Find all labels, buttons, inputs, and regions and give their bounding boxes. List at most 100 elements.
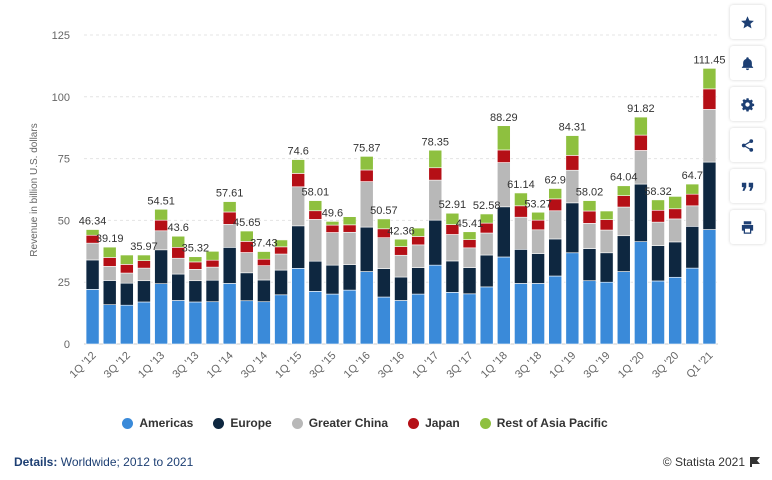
bar-segment-greater-china[interactable] — [411, 244, 425, 268]
bar-segment-greater-china[interactable] — [205, 266, 220, 281]
bar-segment-americas[interactable] — [565, 252, 580, 345]
bar-segment-rest-of-asia-pacific[interactable] — [651, 199, 665, 211]
bar-segment-rest-of-asia-pacific[interactable] — [582, 200, 597, 212]
bar-segment-americas[interactable] — [377, 296, 391, 345]
bar-segment-europe[interactable] — [171, 273, 186, 301]
bar-segment-europe[interactable] — [599, 252, 614, 283]
bar-segment-europe[interactable] — [85, 259, 100, 290]
bar-segment-americas[interactable] — [359, 271, 374, 345]
bar-segment-europe[interactable] — [205, 279, 220, 303]
bar-segment-americas[interactable] — [548, 275, 563, 345]
bar-segment-greater-china[interactable] — [274, 253, 288, 271]
bar-segment-japan[interactable] — [599, 219, 614, 231]
bar-segment-japan[interactable] — [685, 193, 700, 207]
bar-segment-europe[interactable] — [257, 279, 271, 303]
bar-segment-rest-of-asia-pacific[interactable] — [274, 239, 288, 248]
bar-segment-europe[interactable] — [359, 226, 374, 272]
bar-segment-europe[interactable] — [445, 260, 460, 293]
bar-segment-rest-of-asia-pacific[interactable] — [599, 210, 614, 220]
legend-item-americas[interactable]: Americas — [122, 416, 193, 430]
bar-segment-europe[interactable] — [308, 260, 323, 292]
bar-segment-rest-of-asia-pacific[interactable] — [668, 196, 682, 210]
bar-segment-europe[interactable] — [377, 268, 391, 298]
bar-segment-europe[interactable] — [222, 247, 237, 284]
bar-segment-americas[interactable] — [428, 264, 443, 345]
bar-segment-greater-china[interactable] — [616, 206, 631, 237]
bar-segment-americas[interactable] — [462, 293, 477, 345]
bar-segment-japan[interactable] — [394, 246, 408, 256]
bar-segment-rest-of-asia-pacific[interactable] — [359, 156, 374, 171]
bar-segment-americas[interactable] — [531, 283, 545, 345]
bar-segment-greater-china[interactable] — [188, 269, 203, 282]
bar-segment-rest-of-asia-pacific[interactable] — [325, 221, 340, 226]
bar-segment-europe[interactable] — [291, 225, 305, 269]
bar-segment-japan[interactable] — [342, 224, 357, 233]
legend-item-europe[interactable]: Europe — [213, 416, 272, 430]
bar-segment-americas[interactable] — [514, 283, 528, 345]
bar-segment-rest-of-asia-pacific[interactable] — [428, 149, 443, 169]
bar-segment-rest-of-asia-pacific[interactable] — [205, 251, 220, 261]
bar-segment-americas[interactable] — [274, 294, 288, 345]
bar-segment-americas[interactable] — [651, 280, 665, 345]
bar-segment-japan[interactable] — [462, 239, 477, 249]
bar-segment-japan[interactable] — [668, 208, 682, 220]
bar-segment-europe[interactable] — [342, 264, 357, 291]
bar-segment-rest-of-asia-pacific[interactable] — [171, 235, 186, 248]
bar-segment-rest-of-asia-pacific[interactable] — [514, 192, 528, 207]
bar-segment-rest-of-asia-pacific[interactable] — [239, 230, 254, 242]
bar-segment-rest-of-asia-pacific[interactable] — [102, 246, 117, 258]
bar-segment-japan[interactable] — [137, 260, 151, 269]
bar-segment-japan[interactable] — [531, 219, 545, 231]
bar-segment-americas[interactable] — [599, 281, 614, 345]
bar-segment-rest-of-asia-pacific[interactable] — [685, 183, 700, 195]
bar-segment-rest-of-asia-pacific[interactable] — [137, 254, 151, 261]
bar-segment-greater-china[interactable] — [685, 205, 700, 227]
bar-segment-rest-of-asia-pacific[interactable] — [342, 216, 357, 226]
bar-segment-americas[interactable] — [496, 256, 511, 345]
bar-segment-rest-of-asia-pacific[interactable] — [411, 227, 425, 237]
bar-segment-europe[interactable] — [428, 219, 443, 266]
bar-segment-americas[interactable] — [445, 292, 460, 345]
bar-segment-rest-of-asia-pacific[interactable] — [394, 238, 408, 247]
cite-button[interactable] — [730, 169, 765, 203]
print-button[interactable] — [730, 210, 765, 244]
bar-segment-japan[interactable] — [634, 134, 648, 151]
bar-segment-japan[interactable] — [205, 259, 220, 268]
bar-segment-europe[interactable] — [548, 238, 563, 277]
bar-segment-americas[interactable] — [205, 301, 220, 345]
bar-segment-japan[interactable] — [325, 224, 340, 233]
bar-segment-europe[interactable] — [479, 254, 494, 288]
bar-segment-europe[interactable] — [616, 235, 631, 272]
bar-segment-europe[interactable] — [685, 226, 700, 269]
bar-segment-americas[interactable] — [616, 271, 631, 345]
bar-segment-greater-china[interactable] — [325, 232, 340, 266]
bar-segment-americas[interactable] — [120, 304, 134, 345]
bar-segment-japan[interactable] — [359, 169, 374, 182]
bar-segment-rest-of-asia-pacific[interactable] — [634, 116, 648, 136]
bar-segment-japan[interactable] — [428, 167, 443, 181]
bar-segment-europe[interactable] — [154, 249, 168, 284]
bar-segment-greater-china[interactable] — [582, 223, 597, 249]
bar-segment-americas[interactable] — [411, 293, 425, 345]
bar-segment-americas[interactable] — [308, 291, 323, 345]
bar-segment-europe[interactable] — [411, 267, 425, 295]
bar-segment-greater-china[interactable] — [479, 232, 494, 256]
bar-segment-rest-of-asia-pacific[interactable] — [616, 185, 631, 196]
bar-segment-rest-of-asia-pacific[interactable] — [85, 229, 100, 236]
bar-segment-europe[interactable] — [514, 249, 528, 284]
bar-segment-greater-china[interactable] — [342, 231, 357, 265]
bar-segment-japan[interactable] — [582, 210, 597, 224]
bar-segment-greater-china[interactable] — [171, 257, 186, 275]
bar-segment-americas[interactable] — [222, 283, 237, 345]
bar-segment-greater-china[interactable] — [257, 265, 271, 281]
bar-segment-rest-of-asia-pacific[interactable] — [496, 125, 511, 151]
bar-segment-americas[interactable] — [668, 276, 682, 345]
bar-segment-americas[interactable] — [154, 283, 168, 345]
bar-segment-greater-china[interactable] — [308, 219, 323, 262]
bar-segment-japan[interactable] — [565, 155, 580, 171]
favorite-button[interactable] — [730, 5, 765, 39]
bar-segment-americas[interactable] — [394, 300, 408, 345]
bar-segment-americas[interactable] — [137, 301, 151, 345]
details-label[interactable]: Details: — [14, 455, 58, 469]
bar-segment-europe[interactable] — [137, 280, 151, 303]
